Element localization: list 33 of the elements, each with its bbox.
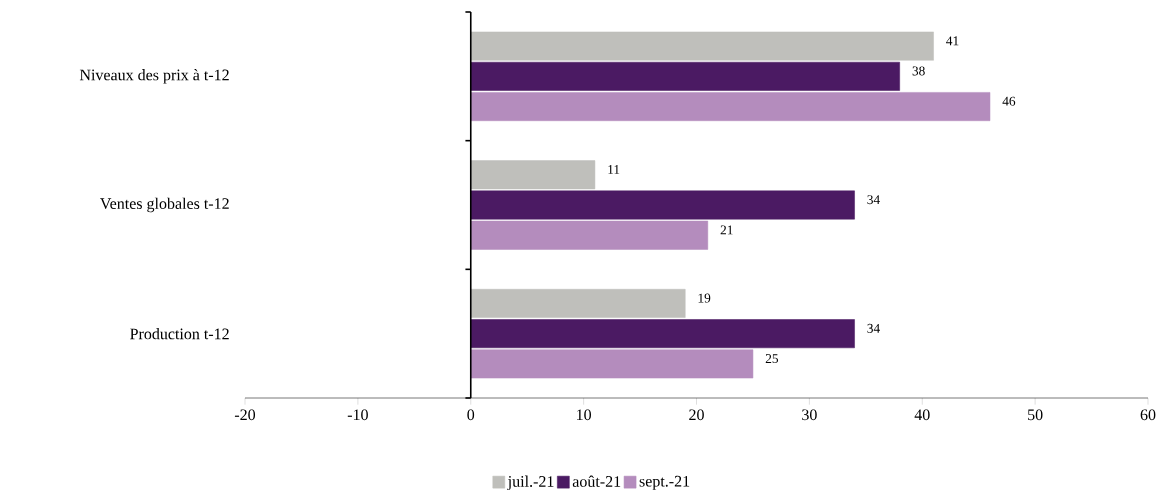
bar [470,349,754,379]
x-tick-label: 40 [914,409,930,421]
bar [470,190,855,220]
data-label: 25 [765,354,779,364]
legend-label: sept.-21 [639,475,690,490]
data-label: 21 [720,225,733,235]
legend-label: juil.-21 [507,475,554,491]
y-tick-label: Ventes globales t-12 [100,197,229,213]
x-tick-label: 60 [1140,409,1156,421]
x-tick-label: 50 [1028,409,1043,421]
bar [470,31,934,61]
data-label: 34 [867,195,880,205]
bar [470,220,709,250]
bar [470,288,686,318]
bar [470,319,855,349]
data-label: 46 [1002,96,1016,106]
data-label: 41 [946,36,959,46]
x-tick-label: -20 [234,409,256,421]
y-tick-label: Production t-12 [130,328,229,340]
bar [470,61,900,91]
x-tick-label: 30 [802,409,817,421]
data-label: 11 [608,165,620,174]
data-label: 34 [867,323,880,333]
data-label: 38 [912,66,925,76]
x-tick-label: 0 [467,409,475,421]
bar [470,160,596,190]
data-label: 19 [698,293,711,303]
y-tick-label: Niveaux des prix à t-12 [79,69,229,84]
x-tick-label: 20 [689,409,704,421]
x-tick-label: -10 [347,409,368,421]
bar [470,92,991,121]
x-tick-label: 10 [577,409,592,421]
legend-label: août-21 [572,475,621,487]
